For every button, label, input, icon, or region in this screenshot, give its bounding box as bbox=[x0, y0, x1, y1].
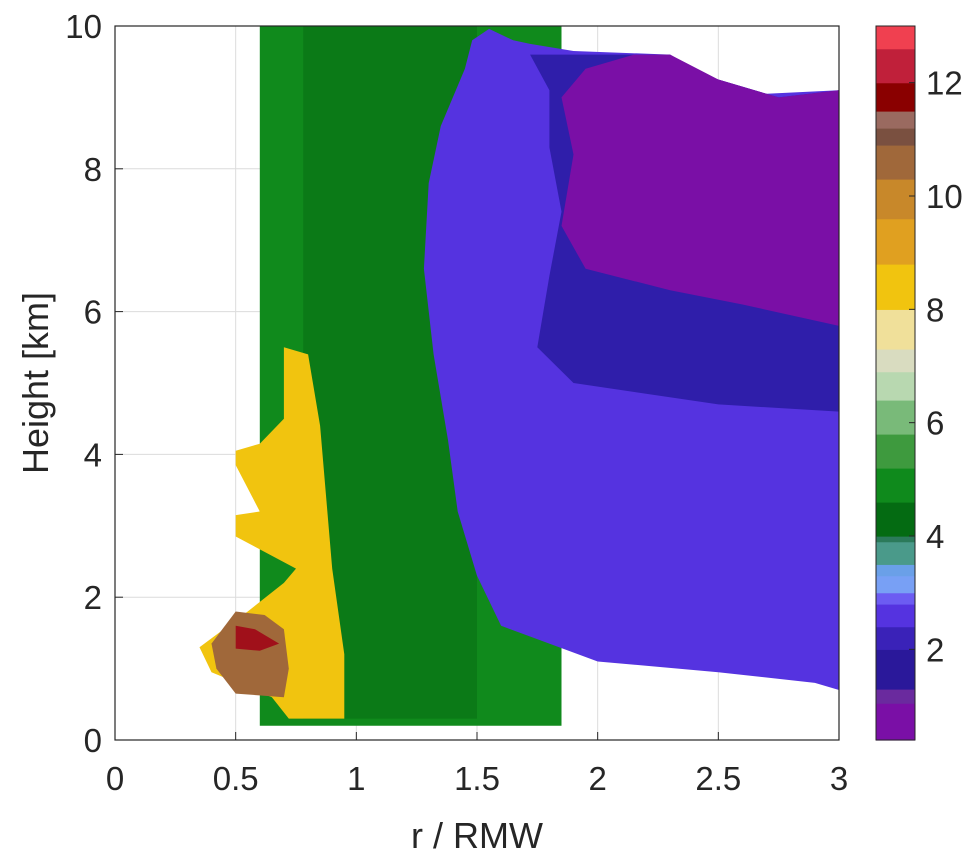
colorbar-segment bbox=[876, 575, 915, 594]
colorbar-tick-label: 10 bbox=[926, 178, 963, 215]
colorbar-segment bbox=[876, 434, 915, 469]
colorbar-tick-label: 12 bbox=[926, 65, 963, 102]
contour-purple-region bbox=[561, 54, 839, 326]
x-tick-label: 1.5 bbox=[454, 760, 500, 797]
colorbar-segment bbox=[876, 604, 915, 628]
y-axis-ticks: 0 2 4 6 8 10 bbox=[65, 8, 123, 759]
colorbar-segment bbox=[876, 400, 915, 435]
colorbar-segment bbox=[876, 264, 915, 310]
x-tick-label: 0.5 bbox=[213, 760, 259, 797]
x-tick-label: 3 bbox=[830, 760, 848, 797]
colorbar-segment bbox=[876, 626, 915, 650]
y-tick-label: 0 bbox=[84, 722, 102, 759]
y-tick-label: 8 bbox=[84, 151, 102, 188]
colorbar-tick-label: 4 bbox=[926, 518, 944, 555]
colorbar-segment bbox=[876, 145, 915, 180]
y-tick-label: 4 bbox=[84, 436, 102, 473]
x-axis-ticks: 0 0.5 1 1.5 2 2.5 3 bbox=[106, 732, 848, 797]
y-axis-label: Height [km] bbox=[15, 292, 56, 474]
colorbar-tick-label: 8 bbox=[926, 291, 944, 328]
colorbar-segment bbox=[876, 536, 915, 543]
colorbar-segment bbox=[876, 541, 915, 565]
contour-fills bbox=[199, 26, 839, 726]
colorbar-segment bbox=[876, 179, 915, 220]
x-tick-label: 0 bbox=[106, 760, 124, 797]
colorbar bbox=[875, 25, 916, 741]
colorbar-segment bbox=[876, 218, 915, 265]
x-tick-label: 1 bbox=[347, 760, 365, 797]
y-tick-label: 10 bbox=[65, 8, 102, 45]
colorbar-segment bbox=[876, 371, 915, 401]
colorbar-segment bbox=[876, 349, 915, 373]
y-tick-label: 6 bbox=[84, 294, 102, 331]
colorbar-segment bbox=[876, 703, 915, 707]
x-tick-label: 2.5 bbox=[695, 760, 741, 797]
colorbar-segment bbox=[876, 82, 915, 112]
colorbar-segment bbox=[876, 26, 915, 50]
colorbar-tick-label: 6 bbox=[926, 405, 944, 442]
colorbar-segment bbox=[876, 128, 915, 146]
colorbar-tick-label: 2 bbox=[926, 631, 944, 668]
colorbar-frame bbox=[875, 25, 916, 741]
colorbar-segment bbox=[876, 592, 915, 605]
colorbar-ticks: 2 4 6 8 10 12 bbox=[909, 65, 963, 668]
colorbar-segment bbox=[876, 48, 915, 84]
colorbar-segment bbox=[876, 689, 915, 704]
x-tick-label: 2 bbox=[588, 760, 606, 797]
x-axis-label: r / RMW bbox=[411, 815, 543, 856]
y-tick-label: 2 bbox=[84, 579, 102, 616]
colorbar-segment bbox=[876, 706, 915, 741]
contour-brown-region bbox=[211, 611, 289, 698]
colorbar-segment bbox=[876, 111, 915, 129]
colorbar-segment bbox=[876, 309, 915, 350]
colorbar-segment bbox=[876, 502, 915, 537]
contour-red-core bbox=[235, 625, 280, 651]
colorbar-segment bbox=[876, 564, 915, 577]
colorbar-segment bbox=[876, 649, 915, 690]
colorbar-segment bbox=[876, 468, 915, 503]
